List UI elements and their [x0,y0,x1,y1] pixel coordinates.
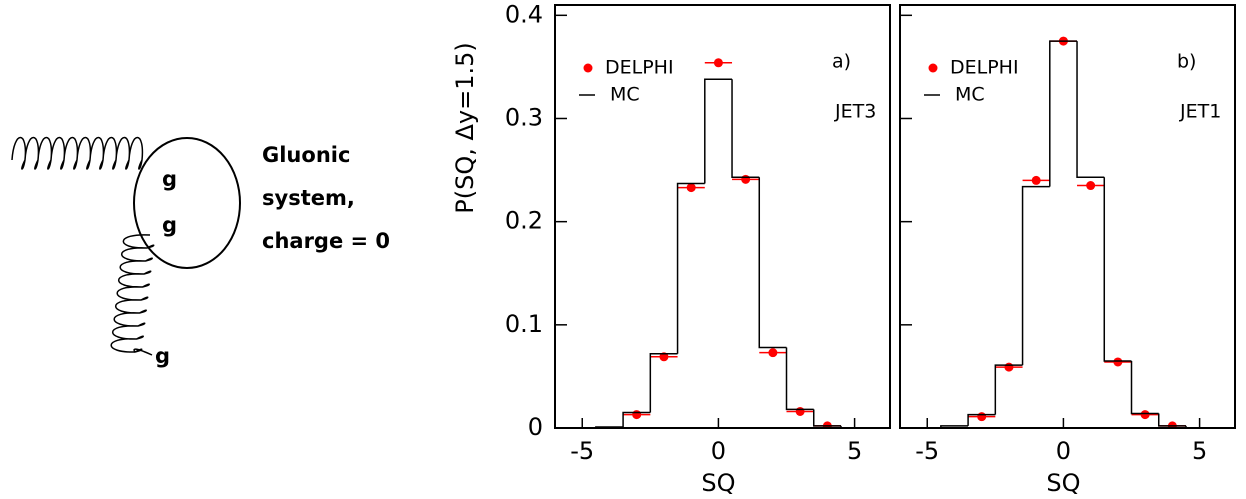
histogram-step [1130,360,1159,415]
plot-area [555,58,890,428]
histogram-step [758,177,787,349]
data-point [686,183,696,193]
data-point [1140,410,1150,420]
data-point [977,412,987,422]
y-tick-label: 0.2 [505,207,543,235]
gluon-label: g [162,167,177,191]
histogram-step [840,425,869,428]
y-tick-label: 0 [528,413,543,441]
legend-label: DELPHI [950,57,1019,79]
y-tick-label: 0.4 [505,0,543,28]
legend-marker [583,63,593,73]
y-axis-label: P(SQ, Δy=1.5) [451,42,479,213]
histogram-step [1103,177,1132,362]
data-point [659,352,669,362]
y-tick-label: 0.3 [505,103,543,131]
data-point [741,174,751,184]
gluon-label: g [162,213,177,237]
histogram-step [1021,185,1050,366]
histogram-step [994,364,1023,415]
frame [554,4,891,429]
panel-label: a) [832,51,851,73]
y-tick-label: 0.1 [505,310,543,338]
histogram-step [1049,40,1078,187]
panel: DELPHI MC a) JET3 -5 0 5 SQ 0 0.1 0.2 0.3 0.4 P(SQ, Δ… [451,0,891,497]
histogram-step [1157,413,1186,427]
data-point [1113,357,1123,367]
histogram-step [812,409,841,427]
data-point [713,58,723,68]
gluon-line [110,234,155,356]
data-point [795,406,805,416]
histogram-step [731,79,760,179]
plot-area [900,36,1235,428]
histogram-step [676,182,705,354]
histogram-step [649,352,678,413]
panel-annotation: JET1 [1179,101,1221,123]
x-tick-label: -5 [915,437,939,465]
data-point [1004,362,1014,372]
system-text: charge = 0 [262,229,390,253]
x-tick-label: 0 [711,437,726,465]
frame [899,4,1236,429]
panel-label: b) [1177,51,1196,73]
x-tick-label: 5 [847,437,862,465]
data-point [1086,181,1096,191]
histogram-step [622,411,651,427]
histogram-step [967,413,996,426]
legend-label: MC [610,84,640,106]
data-point [632,410,642,420]
data-point [1031,175,1041,185]
histogram-step [704,78,733,184]
histogram-step [1185,425,1214,428]
system-text: system, [262,186,355,210]
system-text: Gluonic [262,143,350,167]
x-axis-label: SQ [1046,469,1080,497]
histogram-step [1076,41,1105,179]
panel: DELPHI MC b) JET1 -5 0 5 SQ [899,4,1236,497]
gluon-diagram: g g g Gluonic system, charge = 0 [11,137,390,368]
data-point [768,348,778,358]
legend-label: DELPHI [605,57,674,79]
x-axis-label: SQ [701,469,735,497]
x-tick-label: -5 [570,437,594,465]
gluonic-blob [133,137,241,269]
x-tick-label: 5 [1192,437,1207,465]
x-tick-label: 0 [1056,437,1071,465]
panel-annotation: JET3 [834,101,876,123]
legend-marker [928,63,938,73]
legend-label: MC [955,84,985,106]
gluon-line [11,137,144,170]
histogram-step [785,347,814,411]
gluon-label: g [155,344,170,368]
